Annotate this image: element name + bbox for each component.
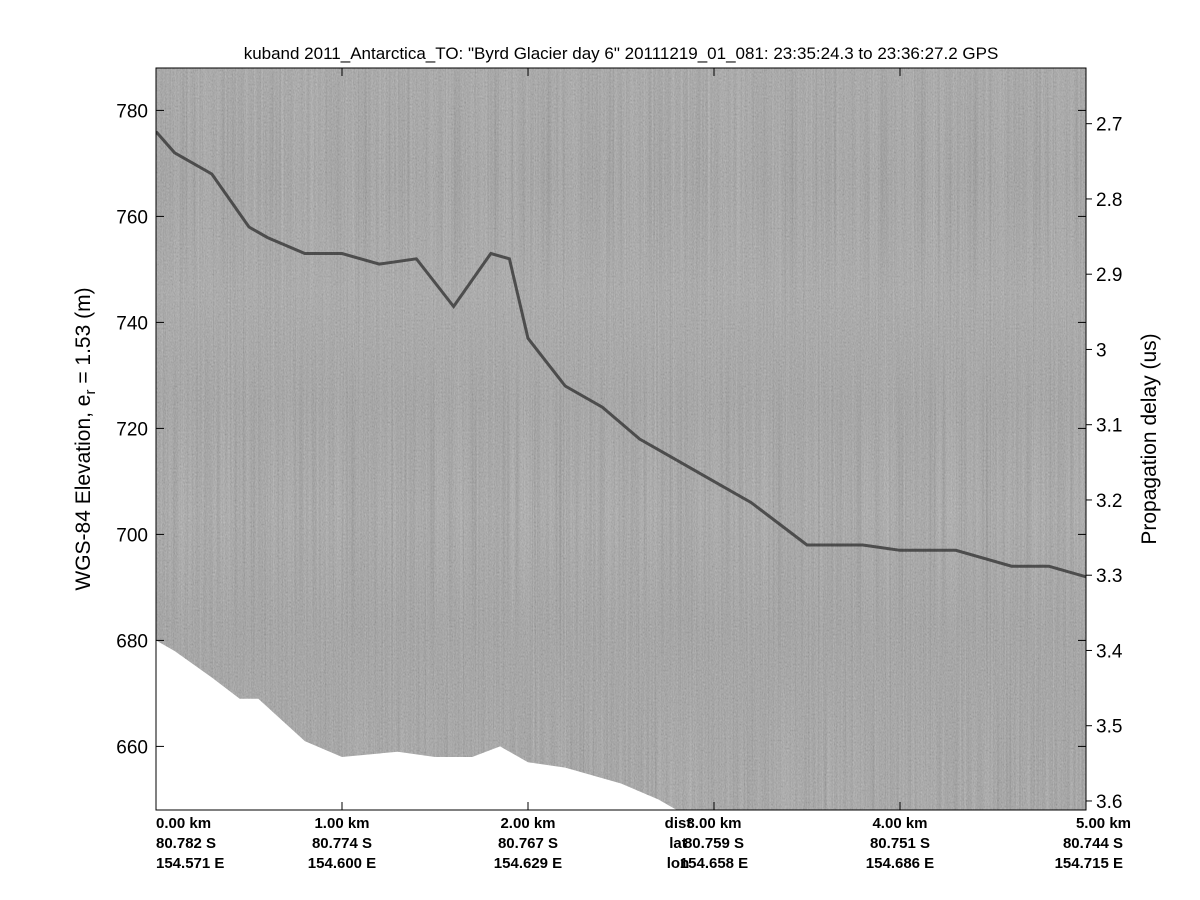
y2-tick-label: 2.8 [1096,190,1122,211]
y-tick-label: 720 [116,419,148,440]
y-tick-label: 700 [116,525,148,546]
y-axis-right: 2.7 2.8 2.9 3 3.1 3.2 3.3 3.4 3.5 3.6 [1086,115,1123,813]
x-tick-lat-label: 80.759 S [684,835,744,852]
y2-tick-label: 3.6 [1096,792,1122,813]
x-tick-dist-label: 0.00 km [156,815,211,832]
surface-return-line [156,130,678,462]
x-tick-lon-label: 154.629 E [494,855,562,872]
y2-tick-label: 2.7 [1096,115,1122,136]
x-tick-dist-label: 5.00 km [1076,815,1131,832]
x-tick-lat-label: 80.751 S [870,835,930,852]
y-axis-label-main: WGS-84 Elevation, e [72,395,95,591]
y2-axis-label: Propagation delay (us) [1138,333,1161,544]
x-tick-dist-label: 1.00 km [314,815,369,832]
y-axis-label-tail: = 1.53 (m) [72,287,95,389]
x-tick-lat-label: 80.774 S [312,835,372,852]
plot-area [156,68,1086,810]
y2-tick-label: 3.5 [1096,717,1122,738]
x-tick-lat-label: 80.782 S [156,835,216,852]
x-tick-lon-label: 154.686 E [866,855,934,872]
y-tick-label: 780 [116,101,148,122]
y-tick-label: 740 [116,313,148,334]
y2-tick-label: 3.4 [1096,641,1123,662]
y-tick-label: 760 [116,207,148,228]
y-axis-left: 660 680 700 720 740 760 780 [116,101,1086,758]
y2-tick-label: 3 [1096,340,1107,361]
x-tick-lon-label: 154.600 E [308,855,376,872]
plot-frame [155,67,1087,811]
x-axis: 0.00 km 80.782 S 154.571 E 1.00 km 80.774 S 1… [155,68,1131,872]
x-tick-lat-label: 80.744 S [1063,835,1123,852]
x-tick-dist-label: 4.00 km [872,815,927,832]
y-tick-label: 680 [116,631,148,652]
x-tick-dist-label: 2.00 km [500,815,555,832]
y2-tick-label: 2.9 [1096,265,1122,286]
chart-title: kuband 2011_Antarctica_TO: "Byrd Glacier… [244,44,999,63]
x-row-label-lat: lat [669,835,687,852]
x-tick-lon-label: 154.571 E [156,855,224,872]
y2-tick-label: 3.1 [1096,416,1122,437]
echogram-streaks [156,68,1086,810]
y-axis-label: WGS-84 Elevation, er = 1.53 (m) [72,287,99,590]
x-row-label-dist: dist [665,815,692,832]
x-row-label-lon: lon [667,855,690,872]
x-tick-lat-label: 80.767 S [498,835,558,852]
no-data-region [156,640,677,810]
y-tick-label: 660 [116,737,148,758]
surface-return-line-east [676,458,1086,579]
x-tick-lon-label: 154.715 E [1055,855,1123,872]
y2-tick-label: 3.2 [1096,491,1122,512]
y2-tick-label: 3.3 [1096,566,1122,587]
x-tick-dist-label: 3.00 km [686,815,741,832]
y-axis-label-sub: r [82,390,99,395]
x-tick-lon-label: 154.658 E [680,855,748,872]
